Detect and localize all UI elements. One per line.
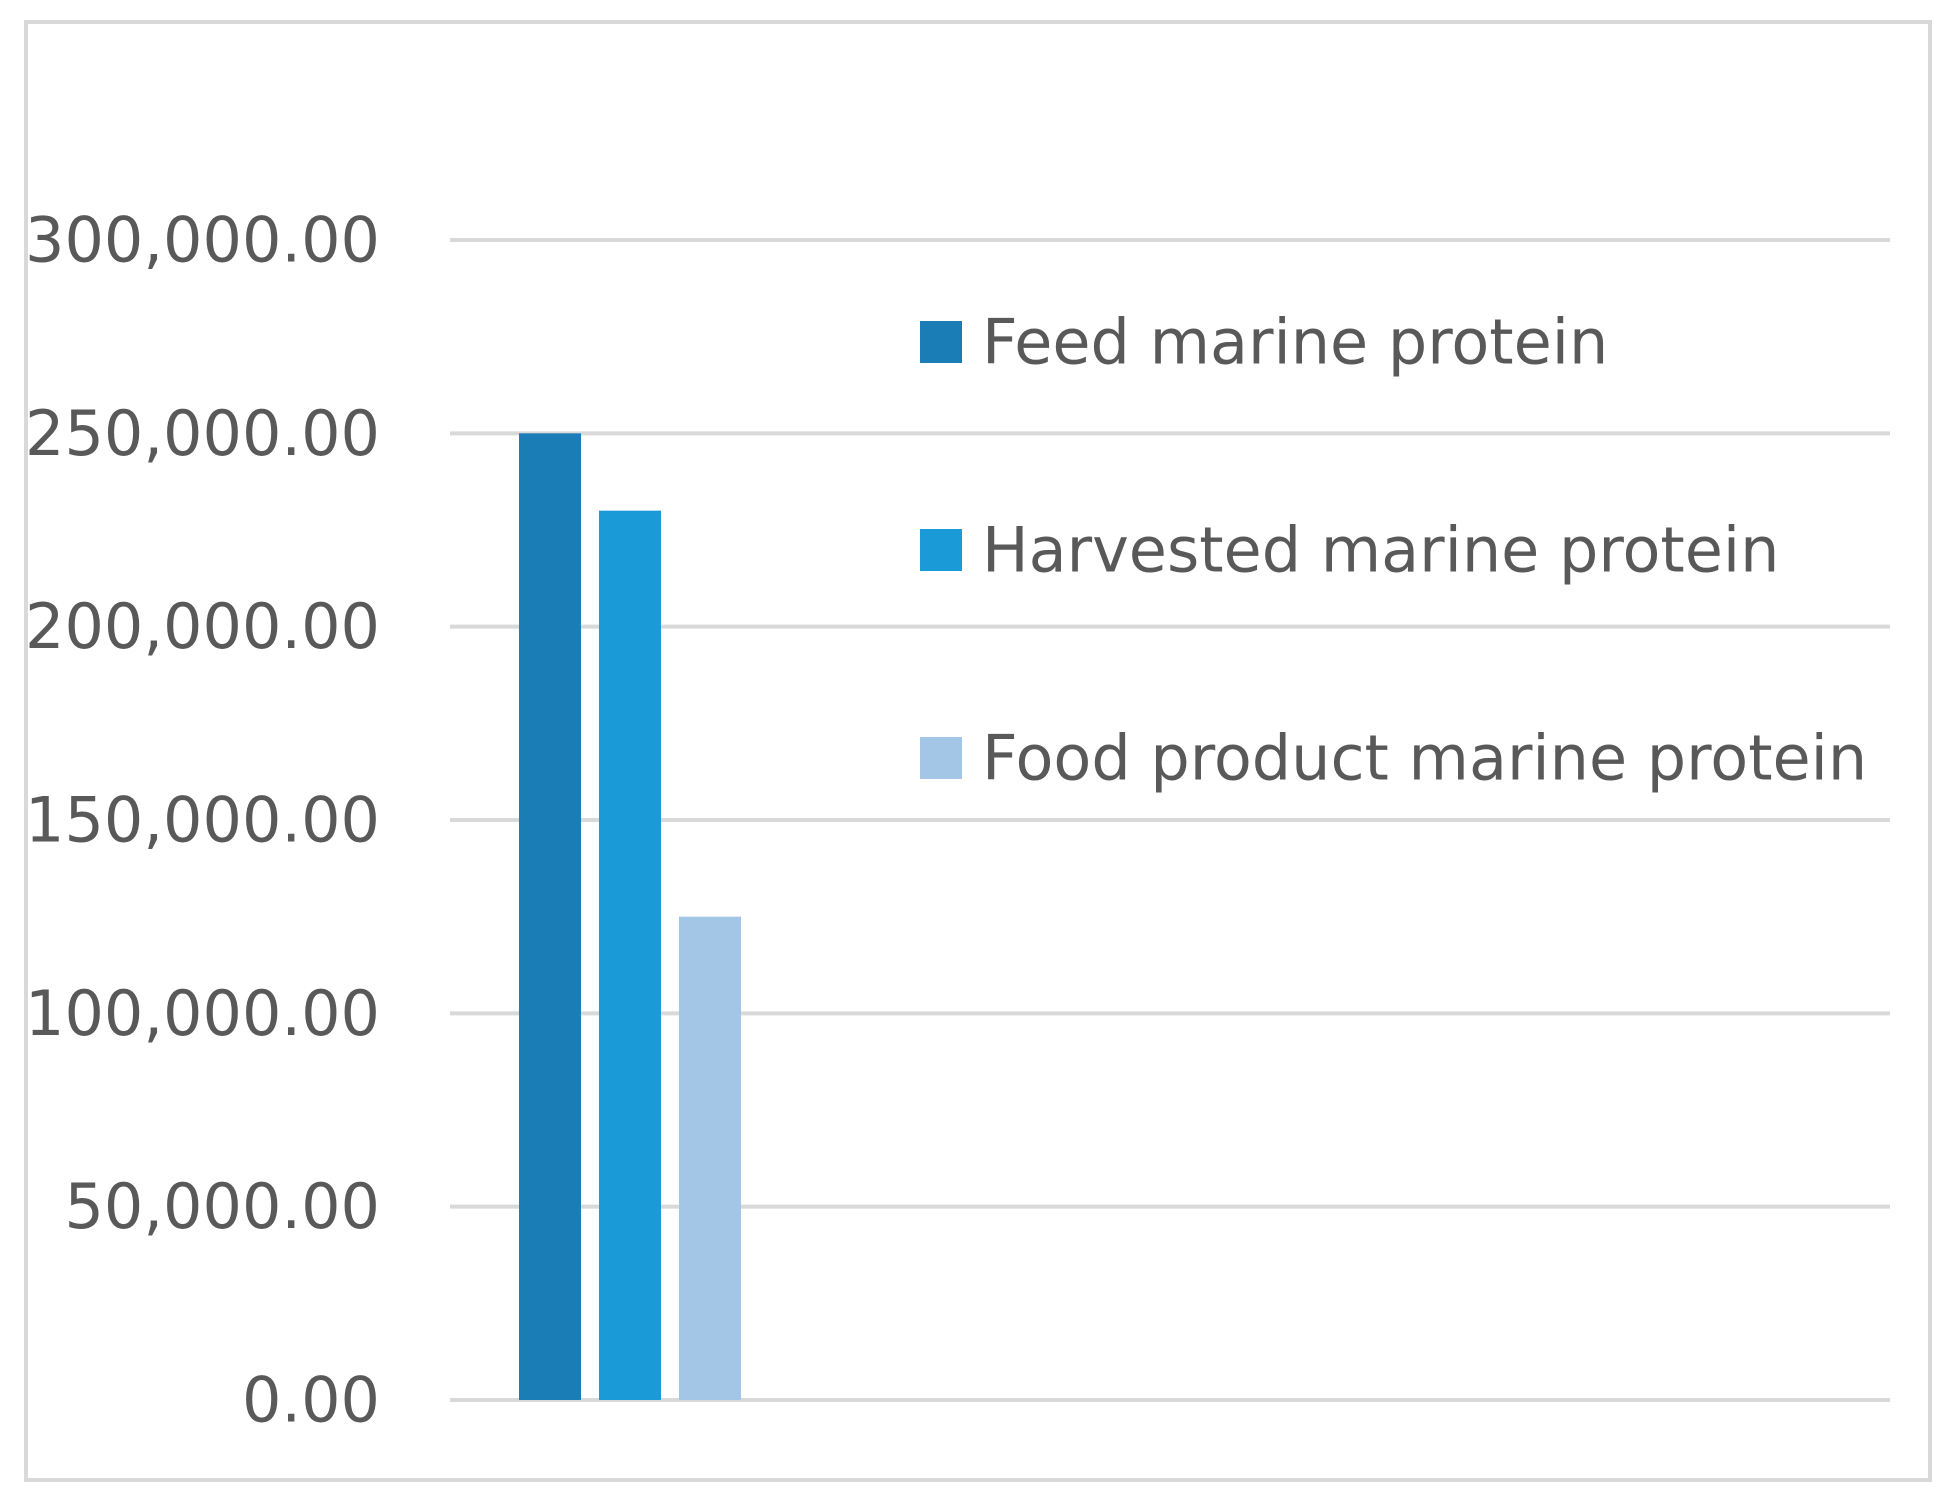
bar-feed-marine-protein[interactable] (519, 433, 581, 1400)
y-tick-label: 250,000.00 (25, 397, 380, 470)
legend-label: Feed marine protein (982, 306, 1608, 379)
legend-swatch (920, 529, 962, 571)
legend-item[interactable]: Harvested marine protein (920, 514, 1779, 587)
bar-harvested-marine-protein[interactable] (599, 510, 661, 1401)
y-tick-label: 0.00 (242, 1364, 380, 1437)
legend-swatch (920, 321, 962, 363)
y-tick-label: 200,000.00 (25, 590, 380, 663)
y-tick-label: 150,000.00 (25, 784, 380, 857)
gridlines (450, 238, 1890, 1402)
y-tick-label: 50,000.00 (64, 1170, 380, 1243)
bar-food-product-marine-protein[interactable] (679, 916, 741, 1400)
legend-label: Harvested marine protein (982, 514, 1779, 587)
legend-item[interactable]: Feed marine protein (920, 306, 1608, 379)
legend-swatch (920, 737, 962, 779)
chart-frame (24, 20, 1932, 1482)
bars (519, 433, 741, 1401)
y-tick-label: 300,000.00 (25, 204, 380, 277)
legend[interactable]: Feed marine protein Harvested marine prot… (920, 306, 1867, 795)
legend-item[interactable]: Food product marine protein (920, 722, 1867, 795)
y-tick-label: 100,000.00 (25, 977, 380, 1050)
legend-label: Food product marine protein (982, 722, 1867, 795)
y-axis-tick-labels: 0.00 50,000.00 100,000.00 150,000.00 200,000… (25, 204, 380, 1437)
